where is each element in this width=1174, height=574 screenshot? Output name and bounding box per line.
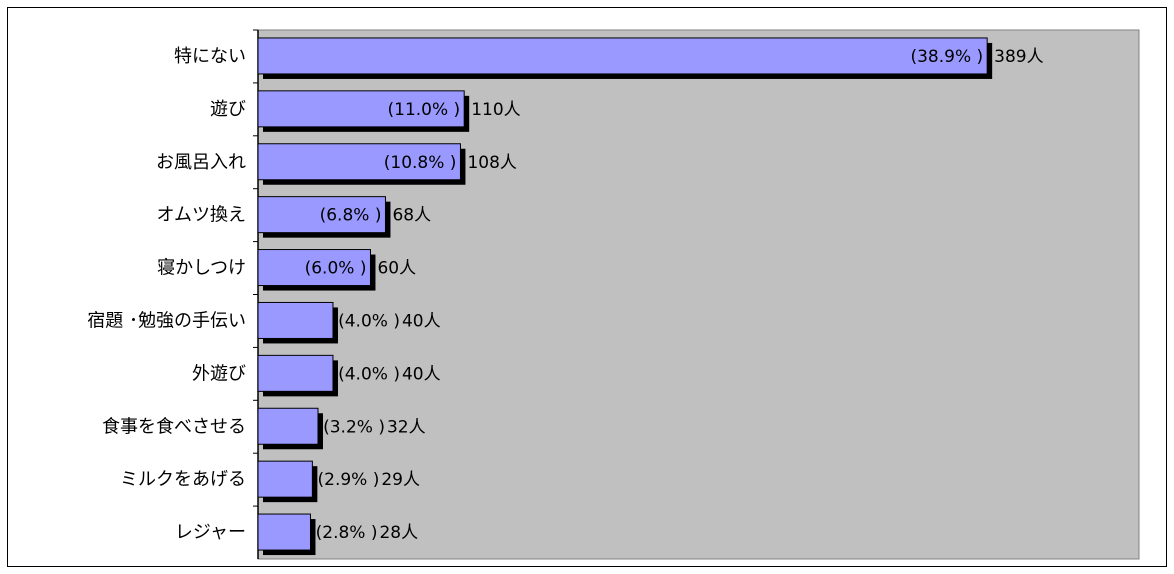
bar: [257, 354, 334, 392]
category-label: お風呂入れ: [156, 152, 246, 173]
category-label: 遊び: [210, 99, 246, 120]
category-label: 食事を食べさせる: [102, 416, 246, 437]
percent-label: (4.0% ): [338, 311, 400, 331]
bar: [257, 301, 334, 339]
plot-area-group: [253, 29, 1140, 560]
count-label: 32人: [387, 417, 426, 437]
count-label: 28人: [379, 523, 418, 543]
count-label: 389人: [994, 47, 1043, 67]
count-label: 40人: [402, 364, 441, 384]
percent-label: (6.0% ): [305, 259, 367, 279]
percent-label: (11.0% ): [388, 100, 461, 120]
count-label: 68人: [392, 206, 431, 226]
percent-label: (10.8% ): [384, 153, 457, 173]
count-label: 108人: [467, 153, 516, 173]
category-label: 特にない: [174, 46, 246, 67]
percent-label: (6.8% ): [320, 206, 382, 226]
category-label: ミルクをあげる: [120, 469, 246, 490]
bar: [257, 90, 465, 128]
category-label: レジャー: [175, 522, 246, 543]
category-label: オムツ換え: [157, 205, 246, 226]
bar: [257, 249, 371, 287]
count-label: 40人: [402, 311, 441, 331]
bar: [257, 407, 319, 445]
bar: [257, 37, 988, 75]
percent-label: (4.0% ): [338, 364, 400, 384]
percent-label: (3.2% ): [323, 417, 385, 437]
category-label: 宿題 ･勉強の手伝い: [87, 310, 246, 331]
count-label: 110人: [471, 100, 520, 120]
percent-label: (2.9% ): [318, 470, 380, 490]
bar: [257, 143, 461, 181]
chart-frame: 特にない (38.9% ) 389人遊び (11.0% ) 110人お風呂入れ (10.8…: [7, 7, 1167, 567]
category-label: 外遊び: [192, 363, 246, 384]
bar: [257, 513, 311, 551]
percent-label: (2.8% ): [316, 523, 378, 543]
category-label: 寝かしつけ: [157, 258, 246, 279]
count-label: 60人: [377, 259, 416, 279]
bar: [257, 196, 386, 234]
count-label: 29人: [381, 470, 420, 490]
percent-label: (38.9% ): [910, 47, 983, 67]
bar: [257, 460, 313, 498]
